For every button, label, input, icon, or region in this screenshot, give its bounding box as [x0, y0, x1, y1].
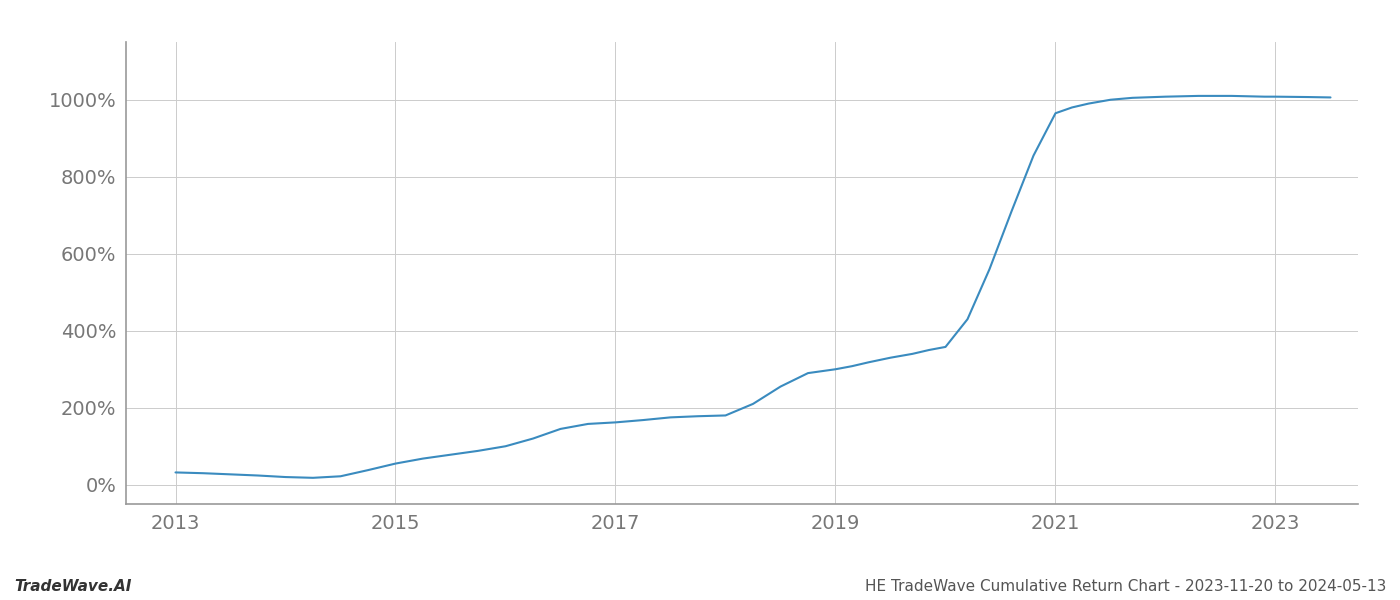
Text: TradeWave.AI: TradeWave.AI	[14, 579, 132, 594]
Text: HE TradeWave Cumulative Return Chart - 2023-11-20 to 2024-05-13: HE TradeWave Cumulative Return Chart - 2…	[865, 579, 1386, 594]
